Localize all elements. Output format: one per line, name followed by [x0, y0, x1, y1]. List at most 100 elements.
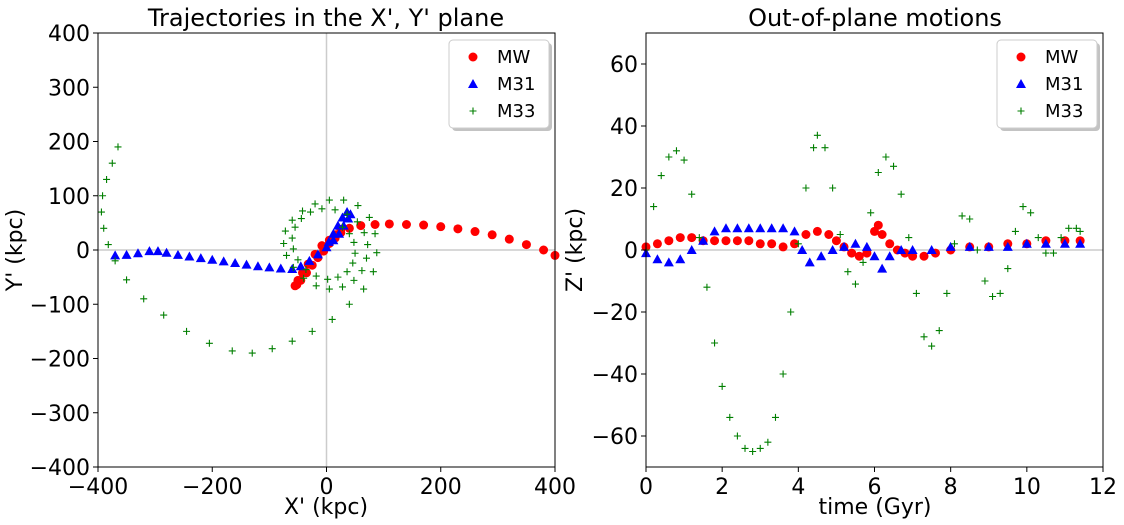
left-y-axis-label: Y' (kpc)	[3, 209, 28, 292]
data-point-m33	[100, 224, 108, 232]
data-point-m33	[1004, 265, 1012, 273]
data-point-mw	[877, 230, 887, 239]
data-point-m33	[299, 207, 307, 215]
data-point-mw	[453, 224, 463, 234]
data-point-m33	[996, 289, 1004, 297]
data-point-m33	[1065, 224, 1073, 232]
data-point-m33	[787, 308, 795, 316]
data-point-m31	[896, 245, 907, 254]
x-tick-label: 200	[420, 475, 462, 500]
data-point-m31	[1040, 238, 1051, 248]
data-point-m33	[897, 190, 905, 198]
x-tick-label: 6	[868, 475, 882, 500]
data-point-m33	[353, 218, 361, 226]
data-point-m33	[1049, 249, 1057, 257]
data-point-m33	[756, 444, 764, 452]
data-point-m33	[99, 192, 107, 200]
data-point-m31	[850, 238, 861, 248]
right-x-axis-label: time (Gyr)	[819, 495, 932, 520]
data-point-mw	[344, 223, 354, 233]
data-point-m31	[152, 246, 163, 256]
x-tick-label: −200	[182, 475, 242, 500]
x-tick-label: 0	[639, 475, 653, 500]
data-point-m33	[307, 208, 315, 216]
data-point-m33	[920, 333, 928, 341]
data-point-m33	[950, 240, 958, 248]
data-point-m31	[1021, 238, 1032, 248]
data-point-mw	[732, 236, 742, 246]
y-tick-label: 0	[624, 239, 638, 264]
data-point-m31	[172, 249, 183, 259]
data-point-m33	[362, 254, 370, 262]
y-tick-label: 20	[610, 177, 638, 202]
data-point-m33	[1034, 234, 1042, 242]
data-point-m31	[945, 241, 956, 251]
data-point-m33	[836, 231, 844, 238]
data-point-m33	[364, 241, 372, 249]
legend-label-mw: MW	[497, 47, 531, 68]
data-point-mw	[744, 236, 754, 246]
data-point-m33	[813, 131, 821, 139]
data-point-m31	[304, 255, 315, 265]
data-point-m33	[308, 327, 316, 335]
data-point-m33	[312, 272, 320, 280]
data-point-m33	[657, 172, 665, 180]
data-point-m31	[698, 235, 709, 245]
data-point-m33	[829, 184, 837, 192]
data-point-m33	[844, 268, 852, 276]
data-point-m33	[228, 347, 236, 355]
data-point-mw	[801, 230, 811, 239]
x-tick-label: 4	[791, 475, 805, 500]
left-x-axis-label: X' (kpc)	[284, 495, 368, 520]
x-tick-label: 10	[1013, 475, 1041, 500]
data-point-m33	[318, 205, 326, 213]
data-point-m31	[161, 247, 172, 257]
legend-marker-m33	[1017, 107, 1025, 115]
data-point-mw	[755, 239, 765, 249]
data-point-m33	[981, 277, 989, 285]
data-point-m31	[252, 261, 263, 271]
data-point-mw	[721, 236, 731, 246]
data-point-mw	[664, 236, 674, 246]
data-point-m33	[371, 230, 379, 238]
data-point-m33	[108, 159, 116, 167]
data-point-m33	[680, 156, 688, 164]
data-point-mw	[504, 234, 514, 244]
data-point-mw	[298, 268, 308, 278]
data-point-m33	[890, 162, 898, 170]
series-mw	[641, 220, 1085, 261]
legend-label-m31: M31	[497, 74, 535, 95]
data-point-m33	[867, 209, 875, 217]
data-point-m33	[726, 413, 734, 421]
data-point-m33	[764, 438, 772, 446]
data-point-m33	[349, 259, 357, 267]
data-point-m33	[711, 339, 719, 347]
data-point-mw	[293, 275, 303, 285]
data-point-m33	[160, 311, 168, 319]
legend-marker-m33	[469, 107, 477, 115]
left-chart-title: Trajectories in the X', Y' plane	[147, 4, 504, 32]
data-point-m33	[733, 432, 741, 440]
legend-marker-m31	[468, 79, 478, 88]
data-point-m33	[205, 339, 213, 347]
data-point-m31	[884, 251, 895, 261]
data-point-m31	[287, 263, 298, 273]
data-point-m31	[663, 257, 674, 267]
data-point-m31	[926, 245, 937, 254]
data-point-m33	[1027, 209, 1035, 217]
data-point-m33	[268, 345, 276, 353]
data-point-m33	[1057, 234, 1065, 242]
data-point-m33	[779, 370, 787, 378]
data-point-mw	[885, 239, 895, 249]
data-point-m33	[912, 289, 920, 297]
data-point-m33	[973, 246, 981, 254]
data-point-m31	[877, 263, 888, 273]
data-point-m33	[905, 234, 913, 242]
data-point-m33	[1019, 203, 1027, 211]
data-point-m33	[294, 256, 302, 264]
data-point-mw	[854, 251, 864, 261]
data-point-m33	[358, 267, 366, 275]
right-y-axis-label: Z' (kpc)	[563, 208, 588, 292]
y-tick-label: 40	[610, 115, 638, 140]
data-point-m33	[695, 234, 703, 242]
